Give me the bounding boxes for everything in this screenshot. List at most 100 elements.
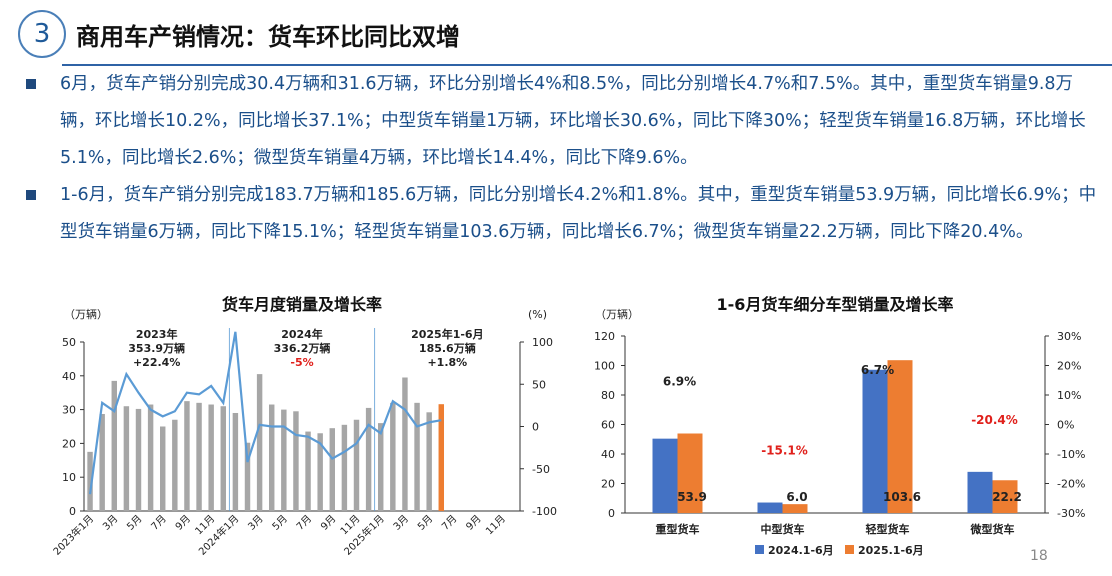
bar-2024 [652,438,678,513]
y-tick-label: 80 [601,389,615,402]
sales-bar [123,406,130,511]
segment-sales-chart: 1-6月货车细分车型销量及增长率 （万辆） 0 20 40 60 80 100 120 -30% -… [594,295,1085,557]
legend-swatch-2024 [755,545,764,554]
sales-bar [208,404,214,511]
bar-2025 [992,480,1018,513]
year-annotation: 336.2万辆 [274,341,331,355]
value-label: 22.2 [992,490,1022,504]
x-tick-label: 9月 [464,513,484,533]
sales-bar [317,433,323,511]
bar-2025 [887,360,913,513]
sales-bar [377,423,384,511]
sales-bar [341,424,348,511]
bar-2024 [862,369,888,513]
y2-tick-label: 100 [532,336,553,349]
value-label: 103.6 [883,490,921,504]
growth-label: -20.4% [971,413,1018,427]
y2-tick-label: 30% [1057,330,1081,343]
y-tick-label: 40 [62,370,76,383]
sales-bar [256,374,263,511]
sales-bar [414,402,420,511]
y-tick-label: 120 [594,330,615,343]
bullet-h1: 1-6月，货车产销分别完成183.7万辆和185.6万辆，同比分别增长4.2%和… [26,177,1101,251]
y-tick-label: 100 [594,360,615,373]
year-annotation: 353.9万辆 [128,341,185,355]
sales-bar [135,408,142,511]
sales-bar [184,401,190,511]
y-tick-label: 10 [62,471,76,484]
bullet-june: 6月，货车产销分别完成30.4万辆和31.6万辆，环比分别增长4%和8.5%，同… [26,66,1101,177]
legend-swatch-2025 [845,545,854,554]
sales-bar [402,377,408,511]
year-annotation: +1.8% [427,356,467,369]
page-number: 18 [1030,548,1048,564]
sales-bar [390,402,396,511]
bar-2024 [757,502,783,513]
growth-label: -15.1% [761,444,808,458]
bullet-square-icon [26,79,36,89]
x-tick-label: 11月 [483,513,508,538]
x-tick-label: 7月 [439,513,459,533]
category-label: 中型货车 [761,522,805,536]
sales-bar [365,407,372,511]
y-axis-label: （万辆） [64,307,108,321]
x-tick-label: 3月 [391,513,411,533]
y2-tick-label: 20% [1057,360,1081,373]
year-annotation: +22.4% [133,356,180,369]
growth-rate-line [88,331,442,495]
growth-label: 6.7% [861,363,894,377]
sales-bar [305,431,311,511]
section-header: 3 商用车产销情况：货车环比同比双增 [18,10,1112,66]
y2-tick-label: -10% [1057,448,1085,461]
bar-2024 [967,471,993,513]
y2-axis-label: (%) [528,308,547,321]
monthly-sales-chart: 货车月度销量及增长率 （万辆） (%) 0 10 20 30 40 50 -100 -50 0 50 10… [50,295,557,558]
y-tick-label: 0 [69,505,76,518]
x-tick-label: 5月 [270,513,290,533]
y2-tick-label: -20% [1057,478,1085,491]
sales-bar [232,412,239,511]
x-tick-label: 5月 [415,513,435,533]
year-annotation: 2025年1-6月 [411,327,484,341]
y-tick-label: 20 [601,478,615,491]
sales-bar [87,451,93,511]
bar-2025 [677,433,703,513]
legend-label-2024: 2024.1-6月 [768,544,834,557]
title-underline [62,64,1112,66]
bullet-text: 6月，货车产销分别完成30.4万辆和31.6万辆，环比分别增长4%和8.5%，同… [60,74,1086,168]
sales-bar [353,419,360,511]
chart-title: 1-6月货车细分车型销量及增长率 [717,295,954,314]
year-annotation: -5% [290,356,313,369]
sales-bar [159,426,166,511]
bullet-text: 1-6月，货车产销分别完成183.7万辆和185.6万辆，同比分别增长4.2%和… [60,185,1097,242]
sales-bar [293,411,299,511]
year-annotation: 185.6万辆 [419,341,476,355]
sales-bar [99,413,105,511]
legend-label-2025: 2025.1-6月 [858,544,924,557]
sales-bar [268,404,275,511]
page-title: 商用车产销情况：货车环比同比双增 [76,23,460,51]
x-tick-label: 9月 [173,513,193,533]
y2-tick-label: -50 [532,463,550,476]
year-annotation: 2023年 [136,327,178,341]
sales-bar [438,404,445,511]
y2-tick-label: 10% [1057,389,1081,402]
y-tick-label: 0 [608,507,615,520]
x-tick-label: 7月 [294,513,314,533]
y2-tick-label: 0% [1057,419,1074,432]
x-tick-label: 5月 [125,513,145,533]
y-tick-label: 30 [62,404,76,417]
sales-bar [329,428,336,511]
section-number: 3 [18,10,66,58]
y2-tick-label: 0 [532,421,539,434]
sales-bar [244,442,251,511]
x-tick-label: 9月 [318,513,338,533]
y2-tick-label: 50 [532,378,546,391]
y-tick-label: 60 [601,419,615,432]
x-tick-label: 3月 [100,513,120,533]
category-label: 轻型货车 [866,522,910,536]
sales-bar [196,402,202,511]
bullet-square-icon [26,190,36,200]
y-tick-label: 20 [62,437,76,450]
y-tick-label: 40 [601,448,615,461]
